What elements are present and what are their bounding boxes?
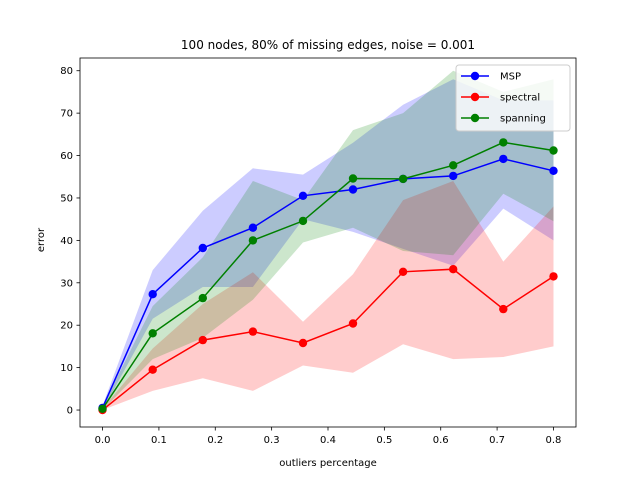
x-tick-label-3: 0.3 bbox=[264, 435, 280, 446]
legend-marker-spanning bbox=[470, 113, 480, 123]
y-tick-label-5: 50 bbox=[60, 193, 73, 204]
chart-title: 100 nodes, 80% of missing edges, noise =… bbox=[181, 38, 475, 52]
point-msp-2 bbox=[198, 243, 207, 253]
x-tick-label-1: 0.1 bbox=[151, 435, 167, 446]
x-axis-label: outliers percentage bbox=[279, 458, 377, 469]
point-spanning-1 bbox=[148, 329, 157, 338]
legend-marker-msp bbox=[470, 71, 480, 81]
x-tick-label-0: 0.0 bbox=[95, 435, 111, 446]
y-tick-label-7: 70 bbox=[60, 109, 73, 120]
band-spectral bbox=[102, 181, 554, 410]
line-spanning bbox=[101, 141, 554, 410]
point-spectral-8 bbox=[499, 304, 508, 314]
point-spanning-5 bbox=[348, 174, 358, 183]
point-spectral-3 bbox=[248, 327, 258, 336]
point-spanning-2 bbox=[198, 293, 207, 303]
point-msp-4 bbox=[298, 191, 308, 200]
y-axis-label: error bbox=[36, 227, 47, 252]
x-tick-label-4: 0.4 bbox=[320, 435, 336, 446]
point-spectral-1 bbox=[148, 365, 157, 374]
point-spectral-6 bbox=[398, 267, 408, 276]
point-msp-8 bbox=[499, 154, 508, 164]
point-spanning-3 bbox=[248, 236, 258, 245]
line-msp bbox=[101, 158, 554, 409]
legend-box bbox=[455, 64, 571, 132]
y-tick-label-8: 80 bbox=[60, 66, 73, 77]
point-msp-3 bbox=[248, 223, 258, 232]
legend-label-msp: MSP bbox=[500, 72, 521, 83]
point-spanning-7 bbox=[449, 161, 458, 170]
point-msp-9 bbox=[549, 166, 558, 175]
point-spanning-8 bbox=[499, 138, 508, 147]
legend-marker-spectral bbox=[470, 92, 480, 102]
x-tick-label-6: 0.6 bbox=[433, 435, 449, 446]
x-tick-label-8: 0.8 bbox=[546, 435, 562, 446]
x-tick-label-5: 0.5 bbox=[376, 435, 392, 446]
legend-label-spectral: spectral bbox=[500, 93, 540, 104]
x-tick-label-7: 0.7 bbox=[489, 435, 505, 446]
y-tick-label-4: 40 bbox=[60, 236, 73, 247]
point-spanning-9 bbox=[549, 146, 558, 155]
axes: 0.0 0.1 0.2 0.3 0.4 0.5 0.6 0.7 0.8 0 10 20 30 40 50 60… bbox=[60, 57, 577, 446]
y-tick-label-1: 10 bbox=[60, 363, 73, 374]
legend: MSP spectral spanning bbox=[455, 64, 571, 132]
point-msp-5 bbox=[348, 185, 358, 194]
point-spanning-4 bbox=[298, 216, 308, 226]
point-spanning-6 bbox=[398, 174, 408, 184]
point-spectral-9 bbox=[549, 272, 558, 281]
legend-label-spanning: spanning bbox=[500, 114, 546, 125]
y-tick-label-3: 30 bbox=[60, 278, 73, 289]
y-tick-label-6: 60 bbox=[60, 151, 73, 162]
point-spectral-5 bbox=[348, 319, 358, 328]
band-spanning bbox=[102, 70, 554, 410]
point-spanning-0 bbox=[98, 404, 107, 413]
confidence-bands bbox=[102, 70, 554, 410]
line-spectral bbox=[102, 268, 554, 411]
point-msp-7 bbox=[449, 171, 458, 181]
point-spectral-2 bbox=[198, 335, 207, 345]
y-tick-label-0: 0 bbox=[67, 406, 73, 417]
point-msp-1 bbox=[148, 290, 157, 299]
y-tick-label-2: 20 bbox=[60, 321, 73, 332]
point-spectral-4 bbox=[298, 338, 308, 348]
band-msp bbox=[102, 79, 554, 410]
series-lines bbox=[98, 138, 558, 415]
x-tick-label-2: 0.2 bbox=[207, 435, 223, 446]
point-spectral-7 bbox=[449, 265, 458, 274]
